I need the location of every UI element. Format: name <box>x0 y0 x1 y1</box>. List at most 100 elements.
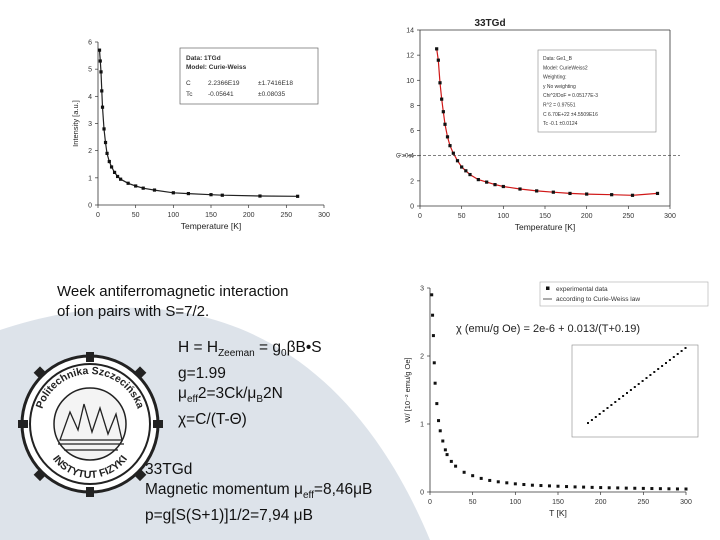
legend-label-fit: according to Curie-Weiss law <box>556 296 640 303</box>
x-tick-label: 200 <box>243 212 255 219</box>
param-2-err: ±0.08035 <box>258 91 285 98</box>
institute-logo: Politechnika Szczecińska INSTYTUT FIZYKI <box>18 352 163 497</box>
data-point <box>443 122 447 126</box>
data-point <box>437 419 441 423</box>
hamiltonian-formula: H = HZeeman = g0βB•S <box>178 339 322 360</box>
data-point <box>551 190 555 194</box>
data-point <box>658 487 662 491</box>
reference-label: C'=0e <box>396 154 412 160</box>
data-point <box>438 429 442 433</box>
y-tick-label: 1 <box>420 422 424 429</box>
data-point <box>539 484 543 488</box>
formula-block: H = HZeeman = g0βB•S g=1.99 μeff2=3Ck/μB… <box>178 338 322 430</box>
note-line-1: Week antiferromagnetic interaction <box>57 283 289 300</box>
inset-point <box>661 365 664 367</box>
inset-point <box>633 386 636 388</box>
legend-line-6: R^2 = 0.97551 <box>543 103 576 109</box>
data-point <box>630 193 635 197</box>
data-point <box>431 313 435 317</box>
legend-box <box>537 49 657 133</box>
x-tick-label: 200 <box>595 499 607 506</box>
mu-eff-formula: μeff2=3Ck/μB2N <box>178 385 283 406</box>
y-tick-label: 1 <box>88 175 92 182</box>
data-point <box>471 474 475 478</box>
data-point <box>610 193 614 197</box>
data-point <box>675 487 679 491</box>
legend-line-3: Weighting: <box>543 75 567 81</box>
data-point <box>445 135 450 139</box>
x-tick-label: 50 <box>132 212 140 219</box>
x-tick-label: 250 <box>280 212 292 219</box>
inset-point <box>606 407 609 409</box>
data-point <box>431 334 435 338</box>
data-point <box>443 448 447 452</box>
x-tick-label: 300 <box>680 499 692 506</box>
inset-point <box>629 389 632 391</box>
data-point <box>134 184 138 188</box>
data-point <box>451 151 455 155</box>
inset-point <box>676 353 679 355</box>
inset-point <box>672 356 675 358</box>
data-point <box>582 485 586 489</box>
data-point <box>547 484 551 488</box>
data-point <box>616 486 620 490</box>
data-point <box>107 159 111 164</box>
data-point <box>258 194 262 198</box>
inset-point <box>614 401 617 403</box>
data-point <box>454 464 458 468</box>
y-axis-label: Intensity [a.u.] <box>71 100 80 147</box>
x-tick-label: 300 <box>664 213 676 220</box>
data-point <box>440 97 444 101</box>
legend-marker-square <box>546 286 550 290</box>
y-tick-label: 2 <box>88 148 92 155</box>
y-tick-label: 3 <box>88 121 92 128</box>
inset-point <box>637 383 640 385</box>
data-point <box>103 140 108 145</box>
data-point <box>684 487 688 491</box>
data-point <box>152 188 157 192</box>
y-tick-label: 6 <box>410 128 414 135</box>
data-point <box>590 485 594 489</box>
magnetic-momentum: Magnetic momentum μeff=8,46μB <box>145 481 373 502</box>
x-tick-label: 300 <box>318 212 330 219</box>
data-point <box>171 191 175 195</box>
fit-equation: χ (emu/g Oe) = 2e-6 + 0.013/(T+0.19) <box>456 323 640 335</box>
data-point <box>493 183 497 187</box>
data-point <box>105 151 109 155</box>
data-point <box>445 453 449 457</box>
legend-box <box>179 47 319 105</box>
inset-point <box>587 422 589 424</box>
data-point <box>479 476 483 480</box>
data-point <box>115 174 120 179</box>
data-point <box>430 293 434 297</box>
data-point <box>97 48 102 52</box>
data-point <box>650 487 654 491</box>
x-tick-label: 100 <box>497 213 509 220</box>
data-point <box>435 47 439 51</box>
inset-point <box>645 377 648 379</box>
data-point <box>126 181 130 185</box>
chart-intensity-vs-temperature: 0 50 100 150 200 250 300 0 1 2 3 4 5 6 Temperature [K]… <box>71 40 330 232</box>
y-tick-label: 0 <box>410 204 414 211</box>
inset-point <box>684 347 687 349</box>
param-2-name: Tc <box>186 91 193 98</box>
data-point <box>435 402 439 406</box>
data-point <box>432 361 436 365</box>
param-1-name: C <box>186 80 191 87</box>
data-point <box>209 193 213 197</box>
inset-point <box>598 413 601 415</box>
x-tick-label: 0 <box>428 499 432 506</box>
data-point <box>109 165 114 169</box>
data-point <box>633 486 637 490</box>
x-tick-label: 0 <box>418 213 422 220</box>
logo-emblem <box>58 403 124 451</box>
data-point <box>607 486 611 490</box>
inset-point <box>594 416 597 418</box>
y-tick-label: 8 <box>410 103 414 110</box>
inset-point <box>626 392 628 394</box>
data-point <box>624 486 628 490</box>
data-point <box>112 170 117 174</box>
data-point <box>100 105 105 109</box>
p-formula: p=g[S(S+1)]1/2=7,94 μB <box>145 507 313 525</box>
inset-point <box>602 410 605 412</box>
